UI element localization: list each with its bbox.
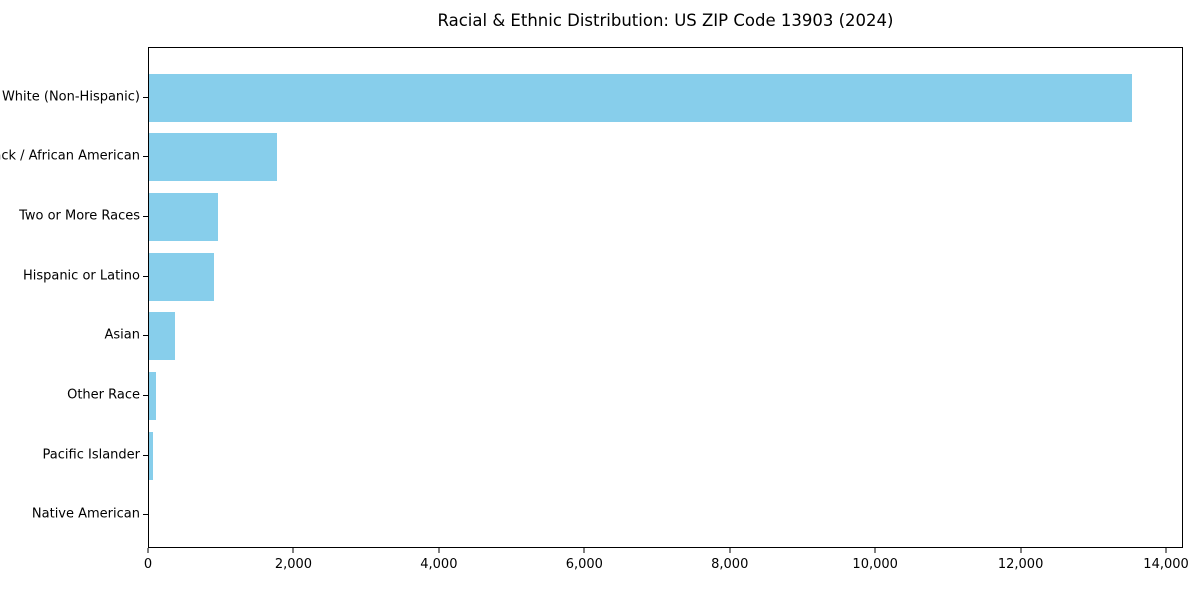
y-tick-mark [143,96,148,98]
x-tick-label: 12,000 [997,557,1044,572]
x-tick-mark [583,548,585,553]
x-tick-mark [1020,548,1022,553]
y-tick-mark [143,454,148,456]
x-tick-label: 8,000 [711,557,749,572]
y-tick-mark [143,156,148,158]
bar [149,252,214,301]
x-tick-mark [729,548,731,553]
y-tick-mark [143,216,148,218]
x-tick-label: 4,000 [420,557,458,572]
y-tick-mark [143,275,148,277]
bar [149,312,176,361]
bar [149,193,218,242]
x-tick-mark [147,548,149,553]
x-tick-label: 10,000 [852,557,898,572]
x-tick-mark [874,548,876,553]
x-tick-label: 0 [143,557,153,572]
y-tick-mark [143,514,148,516]
y-tick-mark [143,335,148,337]
x-tick-label: 14,000 [1143,557,1189,572]
y-tick-mark [143,394,148,396]
x-tick-label: 2,000 [274,557,313,572]
y-axis-label: White (Non-Hispanic) [1,89,140,105]
plot-area [148,47,1183,548]
y-axis-ticks [0,47,148,548]
bar [149,431,153,480]
y-axis-label: Asian [104,327,140,343]
bar [149,371,156,420]
bars-layer [149,48,1182,547]
y-axis-label: Native American [31,506,140,522]
y-axis-label: Black / African American [0,148,140,164]
y-axis-label: Pacific Islander [42,447,140,463]
x-tick-mark [438,548,440,553]
x-tick-mark [1165,548,1167,553]
bar [149,133,278,182]
x-tick-label: 6,000 [565,557,603,572]
x-tick-mark [292,548,294,553]
bar [149,73,1132,122]
y-axis-labels: White (Non-Hispanic) Black / African Amer… [0,47,140,548]
y-axis-label: Two or More Races [19,208,140,224]
chart-title: Racial & Ethnic Distribution: US ZIP Cod… [437,11,894,30]
y-axis-label: Hispanic or Latino [22,268,140,284]
y-axis-label: Other Race [67,387,140,403]
x-axis: 0 2,000 4,000 6,000 8,000 10,000 12,000 14,000 [144,548,1189,588]
